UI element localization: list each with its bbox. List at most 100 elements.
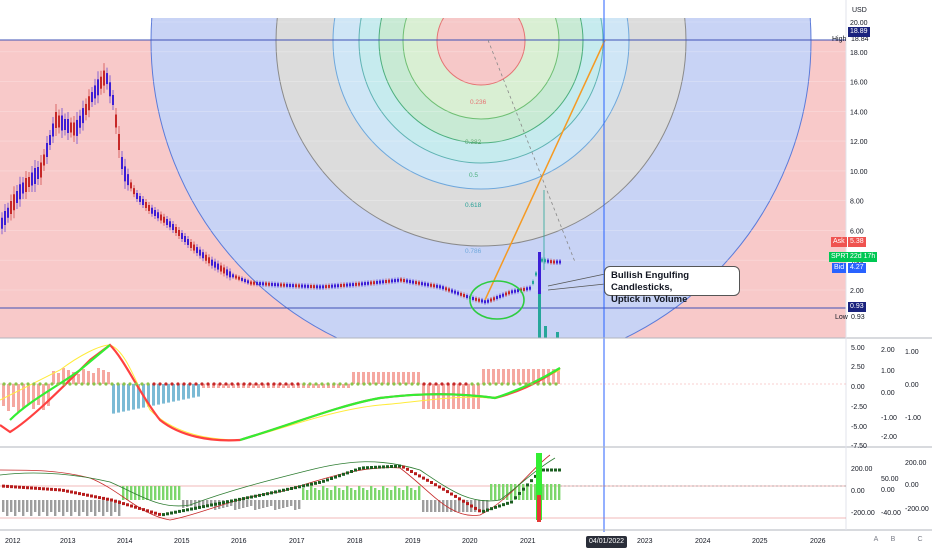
macd-hist-bar xyxy=(512,369,515,384)
macd-dot xyxy=(20,382,24,386)
macd-dot xyxy=(464,382,468,386)
osc-dot xyxy=(90,494,93,498)
candle-body xyxy=(454,290,456,294)
osc-bar xyxy=(506,484,509,500)
time-axis[interactable]: 2012 2013 2014 2015 2016 2017 2018 2019 2020 2021… xyxy=(5,538,826,545)
macd-hist-bar xyxy=(452,384,455,409)
osc-bar xyxy=(2,500,5,512)
osc-axis[interactable]: 200.00 0.00 -200.00 50.00 0.00 -40.00 200.00 0.… xyxy=(851,460,929,517)
osc-tick-label: 200.00 xyxy=(905,460,927,467)
candle-body xyxy=(64,119,66,130)
osc-bar xyxy=(410,488,413,500)
macd-hist-bar xyxy=(362,372,365,384)
osc-bar xyxy=(346,486,349,500)
osc-dot xyxy=(150,510,153,514)
macd-hist-bar xyxy=(522,369,525,384)
price-tick-label: 2.00 xyxy=(850,288,864,295)
macd-hist-bar xyxy=(322,384,325,388)
macd-dot xyxy=(266,382,270,386)
auto-scale-button[interactable]: A xyxy=(873,536,879,543)
candle-body xyxy=(382,280,384,284)
macd-hist-bar xyxy=(107,372,110,384)
macd-axis[interactable]: 5.00 2.50 0.00 -2.50 -5.00 -7.50 2.00 1.00 0.00 -… xyxy=(851,345,921,450)
price-tick-label: 12.00 xyxy=(850,139,868,146)
macd-hist-bar xyxy=(137,384,140,409)
candle-body xyxy=(55,112,57,128)
osc-bar xyxy=(150,486,153,500)
candle-body xyxy=(436,284,438,288)
osc-bar xyxy=(102,500,105,516)
osc-dot xyxy=(166,512,169,516)
osc-dot xyxy=(274,490,277,494)
macd-hist-bar xyxy=(12,384,15,407)
osc-dot xyxy=(218,501,221,505)
macd-hist-bar xyxy=(17,384,20,412)
candle-body xyxy=(163,216,165,223)
candle-body xyxy=(205,254,207,261)
osc-bar xyxy=(406,486,409,500)
macd-hist-bar xyxy=(242,384,245,388)
year-tick-label: 2017 xyxy=(289,538,305,545)
osc-bar xyxy=(146,486,149,500)
osc-tick-label: -200.00 xyxy=(905,506,929,513)
osc-bar xyxy=(90,500,93,512)
osc-dot xyxy=(26,486,29,490)
osc-dot xyxy=(74,491,77,495)
osc-bar xyxy=(318,490,321,500)
osc-bar xyxy=(530,484,533,500)
candle-body xyxy=(274,283,276,287)
osc-dot xyxy=(554,468,557,472)
high-label: High xyxy=(832,36,847,43)
osc-dot xyxy=(198,505,201,509)
price-tick-label: 6.00 xyxy=(850,228,864,235)
macd-dot xyxy=(470,382,474,386)
osc-bar xyxy=(534,484,537,500)
candle-body xyxy=(370,281,372,285)
volume-bar xyxy=(556,332,559,338)
osc-bar xyxy=(122,486,125,500)
osc-dot xyxy=(326,478,329,482)
candle-body xyxy=(214,261,216,268)
candle-body xyxy=(151,207,153,214)
osc-bar xyxy=(398,488,401,500)
osc-bar xyxy=(486,500,489,512)
candle-body xyxy=(325,285,327,289)
osc-bar xyxy=(62,500,65,516)
macd-hist-bar xyxy=(127,384,130,411)
candle-body xyxy=(385,280,387,283)
osc-dot xyxy=(82,492,85,496)
osc-dot xyxy=(10,485,13,489)
osc-dot xyxy=(466,502,469,506)
candle-body xyxy=(118,134,120,150)
osc-bar xyxy=(250,500,253,506)
bid-label: Bid xyxy=(832,263,847,273)
osc-dot xyxy=(234,498,237,502)
candle-body xyxy=(103,70,105,86)
macd-dot xyxy=(212,382,216,386)
candle-body xyxy=(409,280,411,284)
osc-dot xyxy=(366,466,369,470)
macd-line-green xyxy=(239,367,561,442)
osc-dot xyxy=(490,507,493,511)
annotation-callout[interactable]: Bullish Engulfing Candlesticks, Uptick i… xyxy=(604,266,740,305)
osc-bar xyxy=(354,490,357,500)
macd-hist-bar xyxy=(82,369,85,384)
macd-dot xyxy=(248,382,252,386)
macd-tick-label: -7.50 xyxy=(851,443,867,450)
candle-body xyxy=(58,115,60,128)
osc-dot xyxy=(238,497,241,501)
c-button[interactable]: C xyxy=(917,536,923,543)
osc-dot xyxy=(278,489,281,493)
macd-dot xyxy=(62,382,66,386)
b-button[interactable]: B xyxy=(890,536,896,543)
candle-body xyxy=(94,85,96,99)
candle-body xyxy=(226,269,228,276)
macd-dot xyxy=(74,382,78,386)
osc-dot xyxy=(222,501,225,505)
candle-body xyxy=(535,272,537,276)
macd-tick-label: -1.00 xyxy=(881,415,897,422)
macd-hist-bar xyxy=(252,384,255,388)
osc-dot xyxy=(442,487,445,491)
